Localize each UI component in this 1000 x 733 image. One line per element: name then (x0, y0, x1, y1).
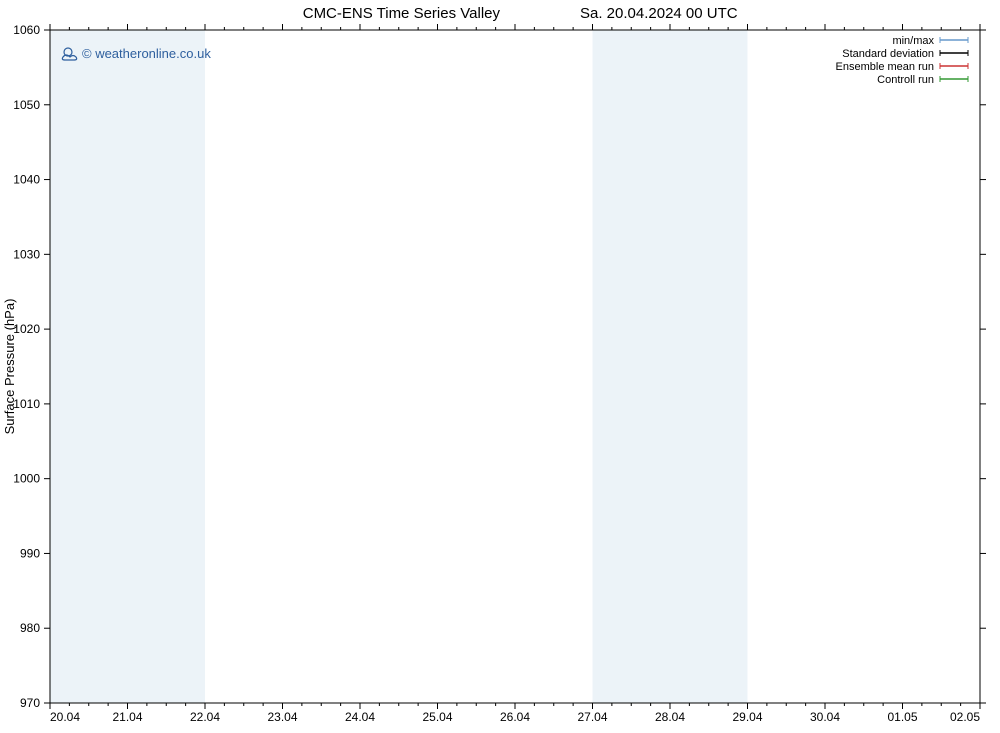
chart-svg: 970 980 990 1000 1010 1020 1030 1040 1050 1060 20.… (0, 0, 1000, 733)
y-tick-label: 1000 (13, 472, 40, 486)
y-tick-label: 1050 (13, 98, 40, 112)
chart-container: 970 980 990 1000 1010 1020 1030 1040 1050 1060 20.… (0, 0, 1000, 733)
chart-title-right: Sa. 20.04.2024 00 UTC (580, 5, 738, 22)
x-tick-label: 27.04 (577, 710, 607, 724)
legend-label: Controll run (877, 74, 934, 86)
x-tick-label: 29.04 (732, 710, 762, 724)
weekend-band (593, 30, 748, 703)
y-tick-label: 980 (20, 621, 40, 635)
x-tick-label: 01.05 (887, 710, 917, 724)
y-tick-label: 1060 (13, 23, 40, 37)
x-tick-label: 26.04 (500, 710, 530, 724)
x-tick-label: 22.04 (190, 710, 220, 724)
y-axis-label: Surface Pressure (hPa) (2, 299, 17, 435)
y-tick-label: 990 (20, 546, 40, 560)
y-tick-label: 1010 (13, 397, 40, 411)
legend-label: Standard deviation (842, 48, 934, 60)
x-tick-label: 20.04 (50, 710, 80, 724)
x-tick-label: 28.04 (655, 710, 685, 724)
y-tick-label: 970 (20, 696, 40, 710)
legend-label: min/max (892, 35, 934, 47)
x-tick-label: 23.04 (267, 710, 297, 724)
chart-title-left: CMC-ENS Time Series Valley (303, 5, 501, 22)
y-tick-label: 1020 (13, 322, 40, 336)
y-tick-label: 1040 (13, 173, 40, 187)
y-tick-label: 1030 (13, 247, 40, 261)
x-tick-label: 02.05 (950, 710, 980, 724)
weekend-band (50, 30, 205, 703)
watermark-text: © weatheronline.co.uk (82, 46, 211, 61)
x-tick-label: 30.04 (810, 710, 840, 724)
x-tick-label: 21.04 (112, 710, 142, 724)
x-tick-label: 24.04 (345, 710, 375, 724)
legend-label: Ensemble mean run (836, 61, 934, 73)
x-tick-label: 25.04 (422, 710, 452, 724)
